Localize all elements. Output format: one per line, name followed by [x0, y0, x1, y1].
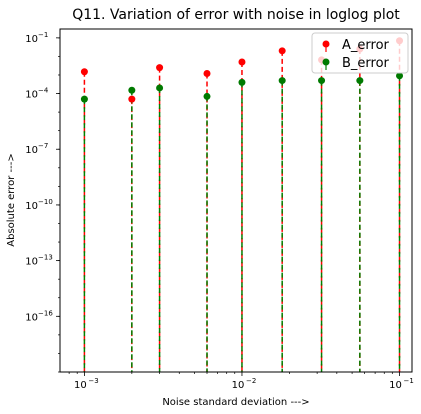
x-tick-label: 10 [232, 380, 245, 391]
x-tick-label: 10 [389, 380, 402, 391]
x-tick-label: 10 [74, 380, 87, 391]
legend-label-A_error: A_error [342, 38, 390, 53]
y-axis-label: Absolute error ---> [6, 153, 17, 246]
legend: A_error B_error [311, 32, 409, 74]
point-A_error-3 [203, 70, 211, 78]
point-A_error-2 [156, 64, 164, 72]
axes-frame [59, 28, 413, 373]
point-B_error-7 [356, 77, 364, 85]
legend-label-B_error: B_error [342, 56, 390, 71]
x-axis-label: Noise standard deviation ---> [162, 397, 309, 408]
y-tick-label: 10 [25, 312, 38, 323]
point-B_error-6 [318, 77, 326, 85]
point-B_error-8 [396, 72, 404, 80]
y-tick-exponent: −10 [38, 198, 53, 206]
x-ticks: 10 −3 10 −2 10 −1 [68, 372, 414, 391]
y-tick-exponent: −4 [38, 87, 49, 95]
y-tick-label: 10 [25, 34, 38, 45]
y-tick-label: 10 [25, 90, 38, 101]
x-tick-exponent: −2 [246, 377, 256, 385]
legend-marker-B_error [322, 58, 330, 66]
y-tick-exponent: −7 [38, 142, 48, 150]
point-B_error-1 [128, 86, 136, 94]
point-B_error-4 [238, 78, 246, 86]
chart-title: Q11. Variation of error with noise in lo… [72, 7, 400, 23]
y-tick-label: 10 [25, 145, 38, 156]
x-tick-exponent: −1 [404, 377, 414, 385]
y-tick-label: 10 [25, 201, 38, 212]
plot-area [80, 37, 404, 372]
point-B_error-2 [156, 84, 164, 92]
legend-marker-A_error [322, 40, 330, 48]
point-A_error-1 [128, 95, 136, 103]
y-tick-exponent: −13 [38, 254, 53, 262]
point-B_error-3 [203, 92, 211, 100]
y-tick-exponent: −1 [38, 31, 48, 39]
point-B_error-5 [278, 77, 286, 85]
point-A_error-4 [238, 58, 246, 66]
y-tick-exponent: −16 [38, 309, 53, 317]
x-tick-exponent: −3 [88, 377, 98, 385]
legend-box [311, 32, 409, 74]
point-A_error-5 [278, 47, 286, 55]
point-A_error-0 [80, 68, 88, 76]
point-B_error-0 [80, 95, 88, 103]
y-tick-label: 10 [25, 257, 38, 268]
